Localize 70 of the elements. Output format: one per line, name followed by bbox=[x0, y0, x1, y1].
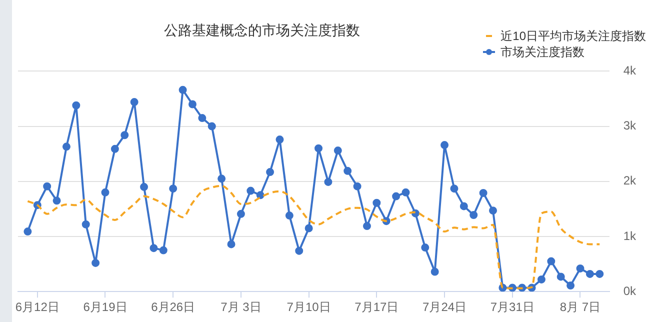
point bbox=[314, 144, 323, 152]
point bbox=[130, 98, 138, 106]
legend-label: 近10日平均市场关注度指数 bbox=[500, 28, 646, 44]
x-tick-label: 6月19日 bbox=[83, 300, 128, 314]
x-tick-label: 6月12日 bbox=[15, 300, 60, 314]
point bbox=[159, 246, 168, 254]
point bbox=[576, 264, 584, 272]
point bbox=[24, 228, 32, 236]
point bbox=[556, 272, 565, 281]
point bbox=[324, 178, 332, 186]
point bbox=[198, 114, 206, 122]
point bbox=[450, 184, 458, 193]
point bbox=[140, 182, 148, 191]
point bbox=[421, 244, 430, 252]
point bbox=[596, 270, 604, 278]
point bbox=[285, 212, 294, 220]
point bbox=[489, 206, 497, 215]
x-tick-label: 6月26日 bbox=[151, 300, 196, 314]
legend-label: 市场关注度指数 bbox=[500, 44, 585, 60]
point bbox=[236, 210, 245, 218]
point bbox=[43, 182, 52, 190]
point bbox=[150, 244, 158, 252]
point bbox=[266, 168, 274, 176]
point bbox=[256, 191, 264, 200]
point bbox=[72, 101, 80, 110]
point bbox=[547, 257, 556, 266]
point bbox=[169, 184, 178, 193]
point bbox=[430, 268, 439, 276]
point bbox=[92, 258, 100, 267]
point bbox=[246, 186, 255, 195]
point bbox=[188, 100, 196, 108]
point bbox=[276, 136, 284, 144]
point bbox=[52, 196, 61, 205]
point bbox=[178, 86, 187, 94]
point bbox=[362, 222, 371, 230]
x-tick-label: 8月 7日 bbox=[560, 300, 601, 314]
point bbox=[208, 122, 216, 130]
point bbox=[334, 146, 342, 155]
y-tick-label: 2k bbox=[623, 174, 637, 188]
x-tick-label: 7月 3日 bbox=[220, 300, 262, 314]
point bbox=[295, 246, 304, 255]
point bbox=[537, 275, 546, 284]
point bbox=[218, 174, 226, 183]
point bbox=[110, 144, 119, 153]
point bbox=[402, 188, 410, 196]
point bbox=[460, 202, 468, 210]
y-tick-label: 0k bbox=[623, 284, 637, 298]
point bbox=[120, 131, 129, 140]
point bbox=[82, 220, 90, 228]
point bbox=[479, 188, 488, 197]
point bbox=[392, 192, 400, 200]
chart-title: 公路基建概念的市场关注度指数 bbox=[164, 22, 360, 38]
x-tick-label: 7月31日 bbox=[490, 300, 534, 314]
point bbox=[101, 188, 110, 196]
x-tick-label: 7月17日 bbox=[354, 300, 399, 314]
point bbox=[586, 270, 594, 278]
point bbox=[440, 141, 449, 150]
point bbox=[304, 224, 313, 232]
point bbox=[62, 142, 70, 151]
point bbox=[227, 240, 236, 248]
x-tick-label: 7月10日 bbox=[286, 300, 331, 314]
x-tick-label: 7月24日 bbox=[422, 300, 467, 314]
y-tick-label: 1k bbox=[623, 228, 637, 243]
point bbox=[353, 182, 362, 190]
y-tick-label: 3k bbox=[623, 118, 637, 133]
point bbox=[344, 166, 352, 175]
point bbox=[470, 211, 478, 220]
y-tick-label: 4k bbox=[623, 64, 637, 78]
point bbox=[566, 282, 575, 290]
point bbox=[372, 198, 381, 207]
